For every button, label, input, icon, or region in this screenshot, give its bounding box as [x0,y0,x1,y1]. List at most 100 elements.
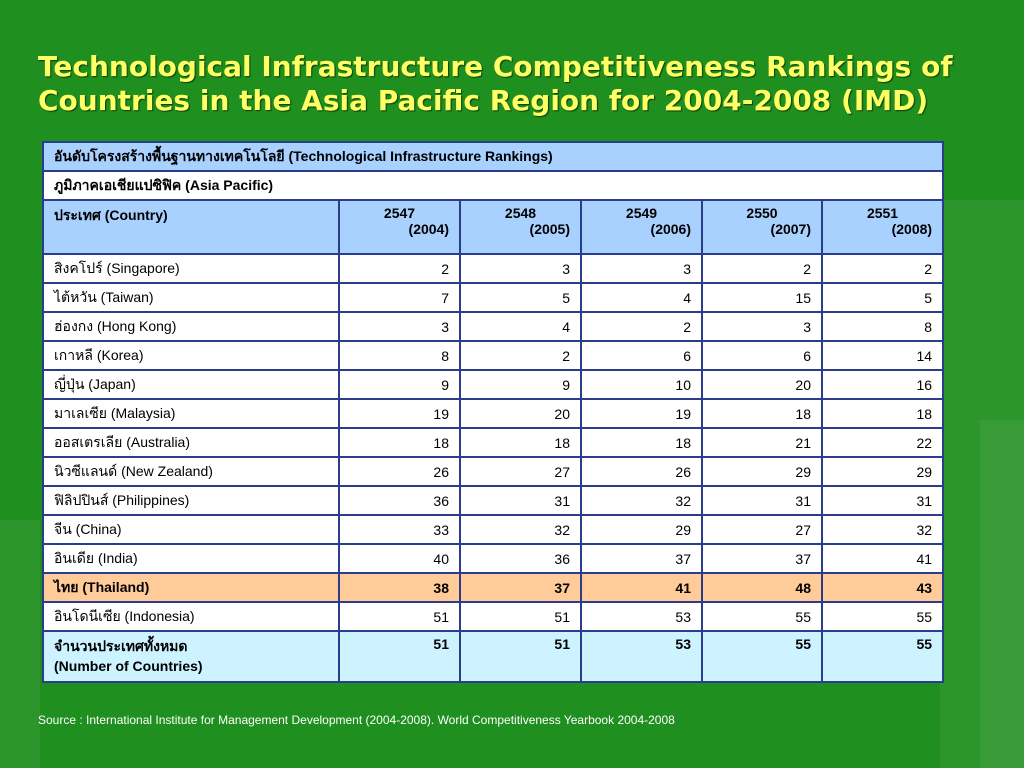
column-header-row: ประเทศ (Country) 2547 (2004) 2548 (2005) 2… [42,199,945,255]
rank-cell: 16 [820,369,945,400]
rank-cell: 18 [820,398,945,429]
rank-cell: 31 [820,485,945,516]
total-value: 55 [820,630,945,683]
rank-cell: 53 [580,601,703,632]
rank-cell: 31 [459,485,582,516]
rank-cell: 14 [820,340,945,371]
total-value: 53 [580,630,703,683]
country-cell: ไทย (Thailand) [42,572,340,603]
rank-cell: 27 [459,456,582,487]
rank-cell: 48 [701,572,823,603]
year-column-header: 2547 (2004) [338,199,461,255]
rank-cell: 51 [338,601,461,632]
table-body: สิงคโปร์ (Singapore) 2 3 3 2 2 ไต้หวัน (Taiwan… [42,253,945,632]
rank-cell: 31 [701,485,823,516]
country-cell: เกาหลี (Korea) [42,340,340,371]
rank-cell: 3 [701,311,823,342]
rank-cell: 9 [459,369,582,400]
country-cell: ฮ่องกง (Hong Kong) [42,311,340,342]
rank-cell: 21 [701,427,823,458]
rank-cell: 10 [580,369,703,400]
source-note: Source : International Institute for Man… [38,713,675,727]
year-column-header: 2549 (2006) [580,199,703,255]
rank-cell: 15 [701,282,823,313]
table-title-row: อันดับโครงสร้างพื้นฐานทางเทคโนโลยี (Tech… [41,141,945,172]
rank-cell: 26 [338,456,461,487]
year-be: 2548 [504,205,537,221]
table-row: ไต้หวัน (Taiwan) 7 5 4 15 5 [42,282,945,313]
rank-cell: 4 [459,311,582,342]
rank-cell: 38 [338,572,461,603]
rankings-table-container: อันดับโครงสร้างพื้นฐานทางเทคโนโลยี (Tech… [41,141,945,683]
rank-cell: 37 [701,543,823,574]
rank-cell: 3 [338,311,461,342]
rank-cell: 5 [459,282,582,313]
rankings-table: อันดับโครงสร้างพื้นฐานทางเทคโนโลยี (Tech… [41,141,945,683]
table-row: นิวซีแลนด์ (New Zealand) 26 27 26 29 29 [42,456,945,487]
year-be: 2549 [625,205,658,221]
rank-cell: 37 [459,572,582,603]
rank-cell: 2 [459,340,582,371]
title-line-1: Technological Infrastructure Competitive… [38,50,953,83]
rank-cell: 55 [701,601,823,632]
rank-cell: 2 [820,253,945,284]
table-row: มาเลเซีย (Malaysia) 19 20 19 18 18 [42,398,945,429]
rank-cell: 40 [338,543,461,574]
rank-cell: 5 [820,282,945,313]
country-cell: อินโดนีเซีย (Indonesia) [42,601,340,632]
total-value: 55 [701,630,823,683]
rank-cell: 18 [338,427,461,458]
country-cell: นิวซีแลนด์ (New Zealand) [42,456,340,487]
rank-cell: 22 [820,427,945,458]
region-row: ภูมิภาคเอเชียแปซิฟิค (Asia Pacific) [41,170,945,201]
rank-cell: 26 [580,456,703,487]
table-title-cell: อันดับโครงสร้างพื้นฐานทางเทคโนโลยี (Tech… [41,141,945,172]
rank-cell: 3 [580,253,703,284]
table-row: ฟิลิปปินส์ (Philippines) 36 31 32 31 31 [42,485,945,516]
region-cell: ภูมิภาคเอเชียแปซิฟิค (Asia Pacific) [41,170,945,201]
title-line-2: Countries in the Asia Pacific Region for… [38,84,929,117]
table-row: อินเดีย (India) 40 36 37 37 41 [42,543,945,574]
rank-cell: 20 [459,398,582,429]
country-cell: ญี่ปุ่น (Japan) [42,369,340,400]
country-cell: ฟิลิปปินส์ (Philippines) [42,485,340,516]
table-row: ไทย (Thailand) 38 37 41 48 43 [42,572,945,603]
rank-cell: 29 [701,456,823,487]
year-be: 2547 [383,205,416,221]
country-cell: จีน (China) [42,514,340,545]
table-row: ออสเตรเลีย (Australia) 18 18 18 21 22 [42,427,945,458]
total-label-th: จำนวนประเทศทั้งหมด [54,638,188,654]
rank-cell: 41 [580,572,703,603]
rank-cell: 29 [580,514,703,545]
slide-title: Technological Infrastructure Competitive… [38,50,1008,118]
rank-cell: 29 [820,456,945,487]
year-column-header: 2551 (2008) [820,199,945,255]
table-row: จีน (China) 33 32 29 27 32 [42,514,945,545]
rank-cell: 20 [701,369,823,400]
table-row: สิงคโปร์ (Singapore) 2 3 3 2 2 [42,253,945,284]
rank-cell: 2 [701,253,823,284]
rank-cell: 41 [820,543,945,574]
total-value: 51 [459,630,582,683]
country-cell: ไต้หวัน (Taiwan) [42,282,340,313]
rank-cell: 19 [338,398,461,429]
total-value: 51 [338,630,461,683]
country-cell: สิงคโปร์ (Singapore) [42,253,340,284]
total-label: จำนวนประเทศทั้งหมด (Number of Countries) [42,630,340,683]
rank-cell: 51 [459,601,582,632]
rank-cell: 8 [338,340,461,371]
rank-cell: 36 [459,543,582,574]
rank-cell: 8 [820,311,945,342]
rank-cell: 18 [459,427,582,458]
rank-cell: 6 [701,340,823,371]
country-cell: มาเลเซีย (Malaysia) [42,398,340,429]
rank-cell: 36 [338,485,461,516]
rank-cell: 6 [580,340,703,371]
table-row: เกาหลี (Korea) 8 2 6 6 14 [42,340,945,371]
rank-cell: 33 [338,514,461,545]
rank-cell: 32 [459,514,582,545]
rank-cell: 32 [820,514,945,545]
table-row: อินโดนีเซีย (Indonesia) 51 51 53 55 55 [42,601,945,632]
year-ce: (2004) [408,221,449,237]
rank-cell: 3 [459,253,582,284]
